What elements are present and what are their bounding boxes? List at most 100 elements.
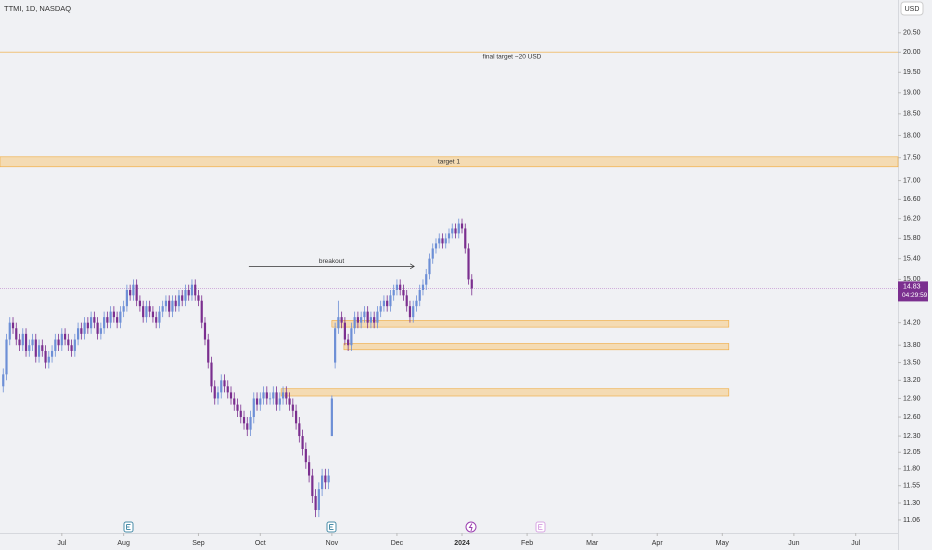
candle-body (249, 417, 252, 430)
candle-body (369, 317, 373, 323)
zone (280, 388, 730, 397)
y-tick-label: 20.00 (903, 49, 921, 56)
candle-body (405, 295, 408, 307)
candle-body (73, 339, 76, 351)
x-tick-label: Jul (851, 540, 860, 547)
last-price-label: 14.83 (903, 284, 921, 291)
candle-body (122, 306, 125, 312)
candle-body (347, 339, 350, 346)
candle-body (317, 489, 320, 511)
y-tick-label: 13.80 (903, 342, 921, 349)
candle-body (314, 496, 317, 511)
candle-body (281, 392, 285, 399)
candle-body (460, 223, 464, 229)
candle-body (116, 317, 119, 323)
candle-body (86, 322, 89, 329)
candle-body (418, 289, 421, 301)
candle-body (444, 238, 447, 244)
candle-body (229, 392, 233, 399)
candle-body (119, 311, 122, 323)
candle-body (389, 295, 392, 307)
candle-body (197, 295, 200, 301)
candle-body (37, 345, 41, 357)
x-tick-label: Aug (117, 540, 130, 547)
y-tick-label: 14.20 (903, 320, 921, 327)
candle-body (382, 300, 386, 307)
candle-body (142, 306, 145, 318)
x-tick-label: Apr (652, 540, 664, 547)
candle-body (168, 300, 171, 312)
y-tick-label: 13.20 (903, 377, 921, 384)
x-tick-label: Feb (521, 540, 533, 547)
candle-body (272, 392, 275, 399)
candle-body (93, 317, 96, 323)
candle-body (203, 322, 207, 340)
candle-body (327, 475, 330, 483)
candle-body (210, 362, 213, 387)
candle-body (233, 398, 236, 405)
candle-body (47, 356, 50, 363)
candle-body (395, 284, 399, 290)
candle-body (350, 328, 353, 346)
arrow-head (410, 263, 415, 270)
currency-button[interactable] (900, 1, 924, 16)
zone (0, 156, 899, 168)
candle-body (288, 398, 291, 405)
y-tick-label: 17.50 (903, 155, 921, 162)
candle-body (171, 300, 174, 312)
candle-body (24, 333, 28, 351)
candle-body (67, 339, 70, 346)
event-icons (123, 521, 546, 533)
candle-body (451, 228, 454, 234)
y-tick-label: 20.50 (903, 30, 921, 37)
candle-body (41, 345, 44, 351)
zone (343, 343, 730, 351)
y-tick-label: 19.50 (903, 69, 921, 76)
candle-body (431, 248, 434, 259)
candle-body (438, 238, 441, 244)
earnings-glyph (329, 524, 334, 530)
y-tick-label: 12.05 (903, 449, 921, 456)
y-tick-label: 11.30 (903, 500, 920, 507)
candle-body (363, 311, 366, 318)
candle-body (242, 417, 246, 424)
candle-body (343, 322, 346, 340)
y-tick-label: 15.40 (903, 255, 921, 262)
candle-body (330, 398, 333, 437)
candle-body (259, 398, 262, 405)
candle-body (106, 317, 109, 323)
candle-body (360, 317, 363, 323)
candle-body (226, 386, 229, 393)
candle-body (2, 374, 5, 387)
candle-body (96, 322, 99, 334)
x-tick-label: Sep (192, 540, 205, 547)
countdown: 04:29:59 (902, 292, 928, 299)
candle-body (246, 423, 249, 430)
candle-body (207, 339, 210, 363)
candle-body (268, 398, 272, 400)
x-tick-label: May (716, 540, 730, 547)
candle-body (298, 423, 301, 437)
candle-body (129, 289, 132, 296)
candle-body (90, 317, 93, 329)
y-tick-label: 11.55 (903, 483, 920, 490)
candle-body (220, 380, 223, 393)
candle-body (164, 300, 168, 307)
candle-body (340, 317, 343, 323)
candle-body (464, 228, 467, 249)
last-price-box (898, 281, 928, 302)
candle-body (434, 243, 438, 249)
candle-body (151, 311, 155, 318)
y-tick-label: 16.60 (903, 196, 921, 203)
candle-body (366, 311, 369, 323)
candle-body (441, 238, 444, 244)
candle-body (356, 317, 359, 323)
candle-body (187, 289, 190, 296)
candle-body (11, 322, 15, 329)
candle-body (262, 392, 265, 399)
x-tick-label: Oct (255, 540, 266, 547)
candle-body (15, 328, 18, 340)
candle-body (236, 404, 239, 411)
candle-body (181, 295, 184, 301)
